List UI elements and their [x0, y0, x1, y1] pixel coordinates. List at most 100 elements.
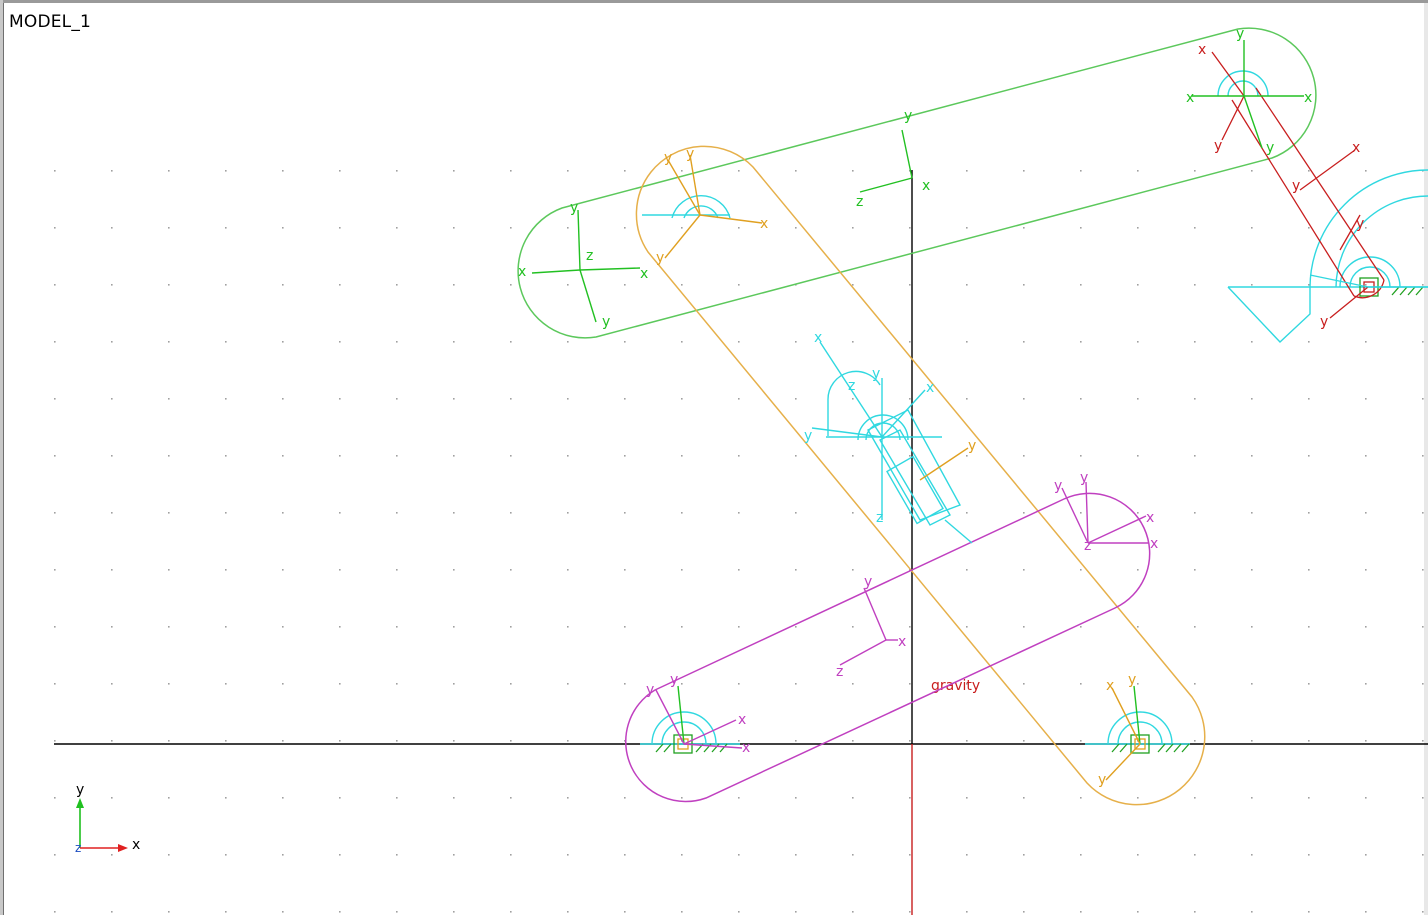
- viewport-right-edge: [1424, 3, 1428, 915]
- grid-dot: [624, 284, 626, 286]
- grid-dot: [1422, 740, 1424, 742]
- grid-dot: [168, 455, 170, 457]
- grid-dot: [1194, 854, 1196, 856]
- part-magenta-link[interactable]: [625, 492, 1151, 803]
- grid-dot: [852, 797, 854, 799]
- grid-dot: [966, 683, 968, 685]
- grid-dot: [1137, 170, 1139, 172]
- grid-dot: [567, 512, 569, 514]
- grid-dot: [966, 227, 968, 229]
- grid-dot: [510, 398, 512, 400]
- grid-dot: [1080, 341, 1082, 343]
- grid-dot: [1308, 626, 1310, 628]
- gravity-label[interactable]: gravity: [931, 678, 980, 694]
- grid-dot: [1308, 227, 1310, 229]
- grid-dot: [282, 740, 284, 742]
- grid-dot: [624, 170, 626, 172]
- part-green-link[interactable]: [517, 27, 1317, 339]
- grid-dot: [1137, 797, 1139, 799]
- part-red-link[interactable]: [1211, 51, 1385, 319]
- grid-dot: [1194, 797, 1196, 799]
- grid-dot: [54, 740, 56, 742]
- grid-dot: [567, 797, 569, 799]
- grid-dot: [168, 569, 170, 571]
- grid-dot: [396, 170, 398, 172]
- grid-dot: [1365, 512, 1367, 514]
- grid-dot: [510, 569, 512, 571]
- grid-dot: [339, 797, 341, 799]
- xyz-triad-icon: [76, 798, 128, 852]
- grid-dot: [1137, 455, 1139, 457]
- part-orange-link[interactable]: [635, 145, 1206, 806]
- grid-dot: [624, 569, 626, 571]
- grid-dot: [738, 740, 740, 742]
- viewport-top-border: [0, 0, 1428, 3]
- grid-dot: [966, 740, 968, 742]
- grid-dot: [567, 626, 569, 628]
- grid-dot: [225, 797, 227, 799]
- grid-dot: [168, 854, 170, 856]
- grid-dot: [168, 284, 170, 286]
- grid-dot: [1422, 284, 1424, 286]
- grid-dot: [54, 455, 56, 457]
- grid-dot: [168, 797, 170, 799]
- grid-dot: [738, 455, 740, 457]
- grid-dot: [453, 512, 455, 514]
- grid-dot: [339, 683, 341, 685]
- marker-axis-label-y: y: [1214, 138, 1222, 154]
- grid-dot: [1251, 512, 1253, 514]
- grid-dot: [1080, 911, 1082, 913]
- grid-dot: [1251, 854, 1253, 856]
- grid-dot: [966, 854, 968, 856]
- marker-axis-label-y: y: [1292, 178, 1300, 194]
- grid-dot: [1137, 854, 1139, 856]
- grid-dot: [225, 626, 227, 628]
- grid-dot: [567, 341, 569, 343]
- grid-dot: [225, 569, 227, 571]
- grid-dot: [225, 740, 227, 742]
- grid-dot: [795, 569, 797, 571]
- grid-dot: [966, 170, 968, 172]
- grid-dot: [738, 512, 740, 514]
- grid-dot: [1251, 626, 1253, 628]
- grid-dot: [111, 398, 113, 400]
- grid-dot: [1080, 797, 1082, 799]
- grid-dot: [1365, 797, 1367, 799]
- grid-dot: [966, 626, 968, 628]
- grid-dot: [624, 626, 626, 628]
- grid-dot: [1251, 911, 1253, 913]
- marker-axis-label-z: z: [848, 378, 855, 394]
- grid-dot: [795, 740, 797, 742]
- grid-dot: [624, 683, 626, 685]
- grid-dot: [1308, 854, 1310, 856]
- grid-dot: [1251, 284, 1253, 286]
- marker-axis-label-x: x: [1198, 42, 1206, 58]
- grid-dot: [54, 170, 56, 172]
- grid-dot: [111, 512, 113, 514]
- view-triad-z-label: z: [75, 841, 81, 855]
- grid-dot: [168, 911, 170, 913]
- marker-axis-label-y: y: [1098, 772, 1106, 788]
- grid-dot: [1308, 911, 1310, 913]
- marker-axis-label-x: x: [1352, 140, 1360, 156]
- marker-axis-label-x: x: [1106, 678, 1114, 694]
- grid-dot: [909, 797, 911, 799]
- grid-dot: [168, 683, 170, 685]
- grid-dot: [396, 626, 398, 628]
- grid-dot: [54, 797, 56, 799]
- grid-dot: [852, 398, 854, 400]
- grid-dot: [738, 626, 740, 628]
- grid-dot: [1023, 170, 1025, 172]
- grid-dot: [339, 569, 341, 571]
- revolute-joint-icon[interactable]: [640, 70, 1428, 745]
- grid-dot: [1137, 284, 1139, 286]
- grid-dot: [909, 284, 911, 286]
- grid-dot: [1137, 626, 1139, 628]
- grid-dot: [966, 341, 968, 343]
- grid-dot: [909, 227, 911, 229]
- grid-dot: [54, 398, 56, 400]
- grid-dot: [738, 569, 740, 571]
- marker-axis-label-x: x: [898, 634, 906, 650]
